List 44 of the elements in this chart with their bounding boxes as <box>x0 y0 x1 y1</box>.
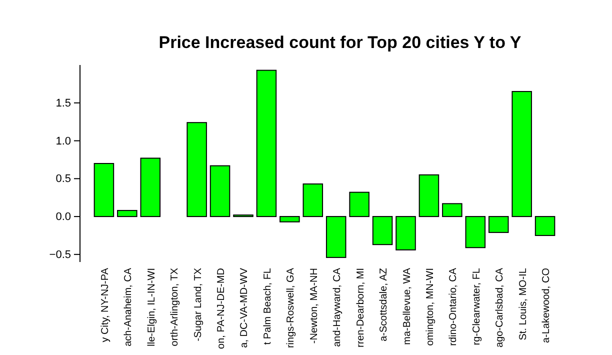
bar <box>94 163 114 218</box>
x-tick-label: ma-Bellevue, WA <box>402 268 413 345</box>
x-tick-label: lle-Elgin, IL-IN-WI <box>146 268 158 346</box>
x-tick-label: rdino-Ontario, CA <box>448 268 460 346</box>
bar <box>210 165 230 218</box>
x-tick-label: on, PA-NJ-DE-MD <box>216 268 228 349</box>
bar <box>534 216 556 236</box>
bar <box>302 183 324 218</box>
bar <box>442 203 462 218</box>
bar <box>512 91 532 218</box>
y-tick-label: 1.0 <box>56 135 71 148</box>
bar <box>349 192 370 218</box>
bar <box>117 210 138 218</box>
x-tick-label: y City, NY-NJ-PA <box>100 268 111 342</box>
x-tick-label: ago-Carlsbad, CA <box>494 268 506 348</box>
bar <box>396 216 416 250</box>
y-tick-label: 0.0 <box>56 211 71 224</box>
x-tick-label: ach-Anaheim, CA <box>123 268 134 346</box>
bar <box>140 158 161 218</box>
x-tick-label: a-Lakewood, CO <box>541 268 552 344</box>
y-tick-label: 1.5 <box>56 97 71 110</box>
x-tick-label: -Sugar Land, TX <box>192 268 204 342</box>
x-tick-label: St. Louis, MO-IL <box>518 268 529 340</box>
x-tick-label: omington, MN-WI <box>424 268 436 346</box>
bar <box>326 216 346 258</box>
x-tick-label: a, DC-VA-MD-WV <box>239 268 250 348</box>
x-tick-label: -Newton, MA-NH <box>308 268 320 344</box>
bar <box>280 216 300 222</box>
x-tick-label: t Palm Beach, FL <box>262 268 274 345</box>
bar <box>488 216 509 233</box>
x-tick-label: orth-Arlington, TX <box>170 268 181 346</box>
bar <box>418 174 440 218</box>
x-tick-label: rg-Clearwater, FL <box>471 268 482 346</box>
bar <box>186 122 207 218</box>
bar <box>372 216 393 246</box>
y-tick-label: −0.5 <box>49 248 71 261</box>
y-tick-label: 0.5 <box>56 173 71 186</box>
bar <box>465 216 486 248</box>
x-tick-label: rings-Roswell, GA <box>286 268 297 348</box>
bar <box>256 70 277 218</box>
x-tick-label: a-Scottsdale, AZ <box>378 268 390 342</box>
x-tick-label: rren-Dearborn, MI <box>355 268 366 348</box>
x-tick-label: and-Hayward, CA <box>332 268 344 347</box>
chart-title: Price Increased count for Top 20 cities Y to Y <box>158 33 522 52</box>
